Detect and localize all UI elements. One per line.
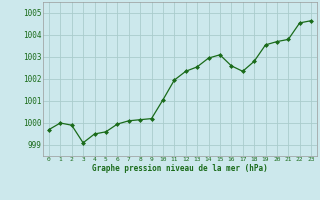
- X-axis label: Graphe pression niveau de la mer (hPa): Graphe pression niveau de la mer (hPa): [92, 164, 268, 173]
